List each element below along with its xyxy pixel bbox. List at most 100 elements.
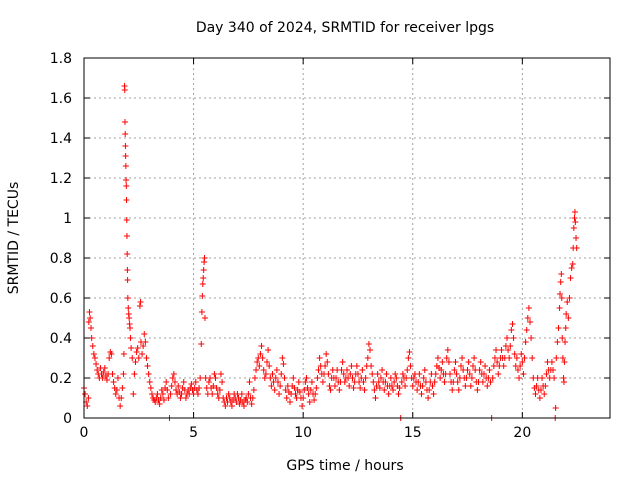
data-point	[267, 375, 274, 381]
data-point	[471, 355, 478, 361]
data-point	[282, 387, 289, 393]
data-point	[541, 391, 548, 397]
data-point	[542, 383, 549, 389]
data-point	[304, 385, 311, 391]
data-point	[432, 371, 439, 377]
data-point	[100, 369, 107, 375]
data-point	[567, 275, 574, 281]
data-point	[311, 397, 318, 403]
data-point	[167, 391, 174, 397]
data-point	[152, 399, 159, 405]
data-point	[565, 315, 572, 321]
data-point	[570, 225, 577, 231]
data-point	[182, 395, 189, 401]
data-point	[465, 359, 472, 365]
data-point	[127, 335, 134, 341]
data-point	[123, 197, 130, 203]
data-point	[123, 177, 130, 183]
data-point	[573, 235, 580, 241]
data-point	[402, 383, 409, 389]
data-point	[251, 375, 258, 381]
data-point	[349, 375, 356, 381]
axis-ticks	[83, 57, 610, 419]
data-point	[240, 403, 247, 409]
x-tick-label: 10	[294, 425, 312, 441]
data-point	[463, 375, 470, 381]
data-point	[454, 379, 461, 385]
data-point	[245, 391, 252, 397]
x-tick-label: 5	[189, 425, 198, 441]
data-point	[145, 371, 152, 377]
data-point	[123, 217, 130, 223]
data-point	[246, 379, 253, 385]
y-tick-label: 1	[63, 211, 72, 227]
data-point	[300, 395, 307, 401]
data-point	[259, 355, 266, 361]
data-point	[268, 383, 275, 389]
data-point	[326, 383, 333, 389]
data-point	[376, 385, 383, 391]
data-point	[537, 387, 544, 393]
data-point	[233, 399, 240, 405]
data-point	[250, 387, 257, 393]
data-point	[511, 351, 518, 357]
data-point	[505, 347, 512, 353]
data-point	[228, 403, 235, 409]
data-point	[559, 335, 566, 341]
data-point	[201, 255, 208, 261]
data-point	[403, 375, 410, 381]
data-point	[94, 367, 101, 373]
data-point	[324, 359, 331, 365]
data-point	[439, 359, 446, 365]
data-point	[273, 367, 280, 373]
data-point	[99, 375, 106, 381]
data-point	[123, 233, 130, 239]
data-point	[415, 379, 422, 385]
data-point	[416, 371, 423, 377]
data-point	[410, 375, 417, 381]
data-point	[421, 367, 428, 373]
data-point	[566, 295, 573, 301]
data-point	[117, 403, 124, 409]
data-point	[508, 327, 515, 333]
data-point	[568, 265, 575, 271]
data-point	[257, 351, 264, 357]
data-point	[274, 379, 281, 385]
data-point	[467, 383, 474, 389]
data-point	[420, 375, 427, 381]
data-point	[370, 379, 377, 385]
data-point	[551, 375, 558, 381]
data-point	[506, 355, 513, 361]
data-point	[543, 371, 550, 377]
data-point	[121, 87, 128, 93]
x-axis-title: GPS time / hours	[286, 458, 403, 474]
x-axis-tick-labels: 0 5 10 15 20	[80, 425, 532, 441]
data-point	[132, 359, 139, 365]
data-point	[362, 375, 369, 381]
data-point	[322, 363, 329, 369]
grid	[84, 58, 610, 418]
data-series-srmtid	[81, 83, 580, 421]
data-point	[559, 355, 566, 361]
data-point	[173, 387, 180, 393]
x-tick-label: 15	[404, 425, 422, 441]
data-point	[210, 383, 217, 389]
data-point	[395, 391, 402, 397]
data-point	[388, 383, 395, 389]
data-point	[409, 383, 416, 389]
data-point	[520, 371, 527, 377]
data-point	[495, 371, 502, 377]
data-point	[372, 395, 379, 401]
data-point	[122, 163, 129, 169]
data-point	[550, 367, 557, 373]
data-point	[525, 305, 532, 311]
data-point	[313, 385, 320, 391]
data-point	[451, 367, 458, 373]
data-point	[264, 359, 271, 365]
data-point	[258, 343, 265, 349]
data-point	[429, 383, 436, 389]
data-point	[569, 261, 576, 267]
data-point	[211, 371, 218, 377]
data-point	[521, 355, 528, 361]
data-point	[367, 347, 374, 353]
